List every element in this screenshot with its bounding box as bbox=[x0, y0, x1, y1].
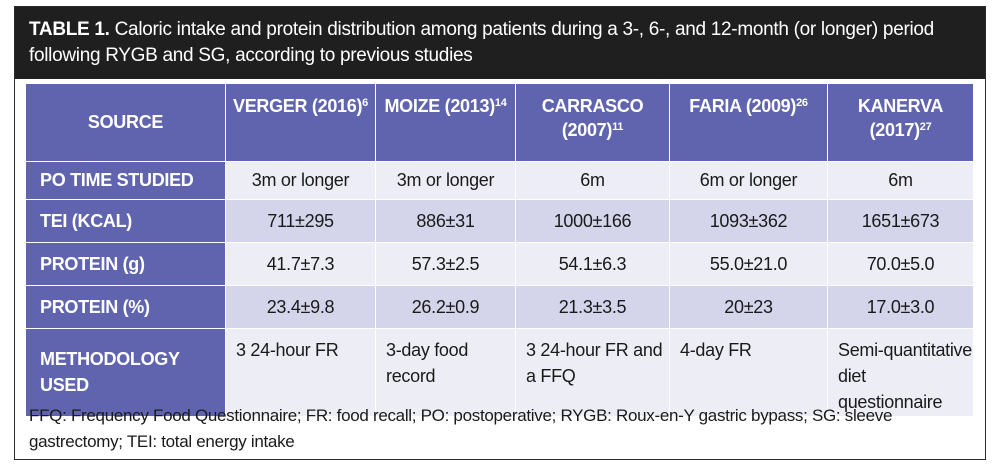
column-header-name: CARRASCO (2007) bbox=[541, 96, 644, 140]
row-label: METHODOLOGY USED bbox=[25, 328, 226, 417]
data-table: SOURCE VERGER (2016)6 MOIZE (2013)14 CAR… bbox=[25, 83, 974, 417]
table-cell: 3m or longer bbox=[225, 161, 376, 200]
table-cell: 3-day food record bbox=[375, 328, 516, 417]
table-cell: 1000±166 bbox=[515, 199, 670, 243]
table-cell: 21.3±3.5 bbox=[515, 285, 670, 329]
table-cell: 41.7±7.3 bbox=[225, 242, 376, 286]
table-cell: 3 24-hour FR bbox=[225, 328, 376, 417]
column-header-name: FARIA (2009) bbox=[689, 96, 797, 116]
reference-number: 11 bbox=[612, 121, 624, 133]
table-cell: 17.0±3.0 bbox=[827, 285, 974, 329]
table-row: PO TIME STUDIED 3m or longer 3m or longe… bbox=[25, 161, 974, 200]
row-label: TEI (KCAL) bbox=[25, 199, 226, 243]
table-cell: 4-day FR bbox=[669, 328, 828, 417]
reference-number: 14 bbox=[494, 97, 507, 109]
table-cell: 70.0±5.0 bbox=[827, 242, 974, 286]
table-cell: 26.2±0.9 bbox=[375, 285, 516, 329]
table-cell: 57.3±2.5 bbox=[375, 242, 516, 286]
column-header-kanerva: KANERVA (2017)27 bbox=[827, 83, 974, 162]
row-label: PROTEIN (%) bbox=[25, 285, 226, 329]
table-cell: 6m bbox=[515, 161, 670, 200]
column-header-name: KANERVA (2017) bbox=[857, 96, 944, 140]
row-label: PROTEIN (g) bbox=[25, 242, 226, 286]
table-footnote: FFQ: Frequency Food Questionnaire; FR: f… bbox=[29, 406, 893, 451]
column-header-carrasco: CARRASCO (2007)11 bbox=[515, 83, 670, 162]
table-cell: 711±295 bbox=[225, 199, 376, 243]
row-label: PO TIME STUDIED bbox=[25, 161, 226, 200]
table-cell: 3 24-hour FR and a FFQ bbox=[515, 328, 670, 417]
table-row: TEI (KCAL) 711±295 886±31 1000±166 1093±… bbox=[25, 199, 974, 243]
table-figure: TABLE 1. Caloric intake and protein dist… bbox=[14, 6, 986, 460]
reference-number: 26 bbox=[796, 97, 808, 109]
table-cell: 886±31 bbox=[375, 199, 516, 243]
column-header-moize: MOIZE (2013)14 bbox=[375, 83, 516, 162]
table-cell: 6m or longer bbox=[669, 161, 828, 200]
reference-number: 27 bbox=[919, 121, 932, 133]
caption-label: TABLE 1. bbox=[29, 19, 110, 40]
table-cell: 6m bbox=[827, 161, 974, 200]
table-cell: 54.1±6.3 bbox=[515, 242, 670, 286]
table-row: PROTEIN (g) 41.7±7.3 57.3±2.5 54.1±6.3 5… bbox=[25, 242, 974, 286]
column-header-name: MOIZE (2013) bbox=[384, 96, 495, 116]
column-header-source: SOURCE bbox=[25, 83, 226, 162]
header-row: SOURCE VERGER (2016)6 MOIZE (2013)14 CAR… bbox=[25, 83, 974, 162]
table-cell: 3m or longer bbox=[375, 161, 516, 200]
table-cell: 55.0±21.0 bbox=[669, 242, 828, 286]
column-header-verger: VERGER (2016)6 bbox=[225, 83, 376, 162]
column-header-faria: FARIA (2009)26 bbox=[669, 83, 828, 162]
table-row: PROTEIN (%) 23.4±9.8 26.2±0.9 21.3±3.5 2… bbox=[25, 285, 974, 329]
table-cell: Semi-quantitative diet questionnaire bbox=[827, 328, 974, 417]
table-row: METHODOLOGY USED 3 24-hour FR 3-day food… bbox=[25, 328, 974, 417]
reference-number: 6 bbox=[362, 97, 368, 109]
table-cell: 23.4±9.8 bbox=[225, 285, 376, 329]
caption-text: Caloric intake and protein distribution … bbox=[29, 19, 934, 66]
table-cell: 1651±673 bbox=[827, 199, 974, 243]
column-header-name: VERGER (2016) bbox=[233, 96, 363, 116]
table-cell: 1093±362 bbox=[669, 199, 828, 243]
table-cell: 20±23 bbox=[669, 285, 828, 329]
table-caption: TABLE 1. Caloric intake and protein dist… bbox=[15, 7, 985, 79]
